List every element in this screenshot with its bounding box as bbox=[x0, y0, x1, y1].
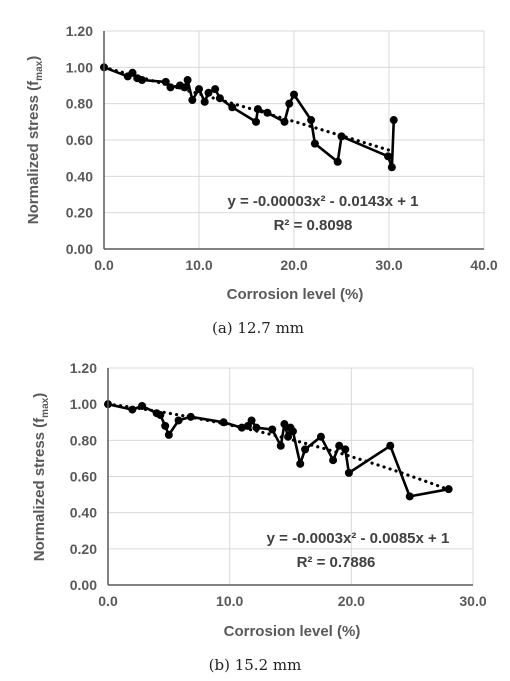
data-point-b bbox=[219, 418, 228, 427]
data-point-b bbox=[344, 468, 353, 477]
y-tick-label-a: 0.40 bbox=[66, 168, 93, 184]
y-tick-label-b: 0.40 bbox=[70, 505, 97, 521]
data-point-b bbox=[186, 412, 195, 421]
data-point-b bbox=[284, 432, 293, 441]
data-point-a bbox=[263, 108, 272, 117]
x-tick-labels-a: 0.0 10.0 20.0 30.0 40.0 bbox=[94, 257, 498, 273]
data-point-b bbox=[329, 456, 338, 465]
data-point-b bbox=[138, 401, 147, 410]
x-tick-labels-b: 0.0 10.0 20.0 30.0 bbox=[98, 593, 487, 609]
data-point-b bbox=[268, 425, 277, 434]
data-point-b bbox=[296, 459, 305, 468]
data-point-a bbox=[290, 90, 298, 99]
series-line-a bbox=[103, 66, 396, 169]
data-point-a bbox=[183, 76, 192, 85]
r-squared-a: R² = 0.8098 bbox=[274, 217, 353, 234]
y-tick-label-a: 0.00 bbox=[66, 241, 93, 257]
data-point-a bbox=[389, 116, 398, 125]
chart-a: 0.0 10.0 20.0 30.0 40.0 0.00 0.20 0.40 0.60 0.80… bbox=[25, 23, 498, 337]
data-point-b bbox=[405, 492, 414, 501]
data-point-a bbox=[215, 94, 224, 103]
data-point-a bbox=[307, 116, 316, 125]
data-point-b bbox=[288, 427, 297, 436]
y-tick-labels-a: 0.00 0.20 0.40 0.60 0.80 1.00 1.20 bbox=[66, 23, 93, 257]
data-point-a bbox=[188, 96, 197, 105]
y-tick-label-a: 1.00 bbox=[66, 59, 93, 75]
grid-layer-a bbox=[104, 30, 485, 249]
data-point-b bbox=[174, 416, 183, 425]
trendline-layer-b bbox=[106, 402, 451, 492]
x-tick-label-a: 40.0 bbox=[470, 257, 497, 273]
data-point-a bbox=[166, 83, 175, 92]
grid-layer-b bbox=[108, 367, 474, 585]
data-point-b bbox=[161, 421, 170, 430]
y-tick-label-b: 1.20 bbox=[70, 360, 97, 376]
data-point-b bbox=[341, 445, 350, 454]
y-tick-label-b: 0.80 bbox=[70, 432, 97, 448]
y-tick-label-a: 0.80 bbox=[66, 96, 93, 112]
data-point-a bbox=[285, 99, 294, 108]
x-tick-label-b: 0.0 bbox=[98, 593, 118, 609]
data-point-a bbox=[253, 105, 262, 114]
data-point-b bbox=[316, 432, 325, 441]
data-point-a bbox=[333, 157, 342, 166]
data-point-a bbox=[180, 83, 189, 92]
y-tick-label-b: 0.20 bbox=[70, 541, 97, 557]
data-point-a bbox=[387, 163, 396, 172]
data-point-b bbox=[444, 485, 453, 494]
data-point-b bbox=[276, 441, 285, 450]
data-point-a bbox=[200, 97, 209, 106]
data-point-b bbox=[156, 411, 165, 420]
data-point-a bbox=[228, 103, 237, 112]
r-squared-b: R² = 0.7886 bbox=[297, 554, 376, 571]
data-point-a bbox=[211, 85, 220, 94]
data-point-a bbox=[161, 77, 170, 86]
data-point-b bbox=[280, 420, 289, 429]
series-layer-a bbox=[100, 63, 398, 172]
trend-equation-b: y = -0.0003x² - 0.0085x + 1 bbox=[267, 530, 450, 547]
x-tick-label-a: 10.0 bbox=[185, 257, 212, 273]
data-point-a bbox=[252, 117, 260, 126]
data-point-b bbox=[386, 441, 395, 450]
data-point-b bbox=[164, 430, 173, 439]
x-tick-label-b: 30.0 bbox=[459, 593, 486, 609]
y-tick-label-a: 0.60 bbox=[66, 132, 93, 148]
y-tick-label-b: 0.00 bbox=[70, 577, 97, 593]
y-axis-label-b: Normalized stress (fmax) bbox=[31, 393, 51, 561]
x-tick-label-a: 30.0 bbox=[375, 257, 402, 273]
y-axis-label-a: Normalized stress (fmax) bbox=[25, 56, 45, 224]
trendline-b bbox=[106, 402, 451, 492]
x-tick-label-b: 20.0 bbox=[338, 593, 365, 609]
data-point-b bbox=[247, 416, 256, 425]
data-point-a bbox=[195, 85, 203, 94]
data-point-a bbox=[337, 132, 346, 141]
caption-a: (a) 12.7 mm bbox=[212, 319, 304, 337]
data-point-a bbox=[204, 88, 213, 97]
y-tick-label-a: 0.20 bbox=[66, 205, 93, 221]
trend-equation-a: y = -0.00003x² - 0.0143x + 1 bbox=[228, 193, 419, 210]
data-point-a bbox=[280, 117, 289, 126]
data-point-a bbox=[138, 76, 146, 85]
data-point-b bbox=[335, 441, 344, 450]
caption-b: (b) 15.2 mm bbox=[209, 656, 302, 674]
data-point-a bbox=[384, 152, 393, 161]
x-axis-label-b: Corrosion level (%) bbox=[224, 623, 361, 640]
x-tick-label-b: 10.0 bbox=[216, 593, 243, 609]
x-tick-label-a: 20.0 bbox=[280, 257, 307, 273]
series-layer-b bbox=[104, 400, 453, 501]
data-point-b bbox=[128, 405, 137, 414]
data-point-a bbox=[128, 68, 137, 77]
x-axis-label-a: Corrosion level (%) bbox=[227, 286, 364, 303]
y-tick-label-b: 0.60 bbox=[70, 469, 97, 485]
data-point-b bbox=[301, 445, 310, 454]
data-point-a bbox=[310, 139, 319, 148]
data-point-b bbox=[237, 423, 246, 432]
data-point-b bbox=[252, 423, 261, 432]
x-tick-label-a: 0.0 bbox=[94, 257, 114, 273]
y-tick-label-b: 1.00 bbox=[70, 396, 97, 412]
y-tick-label-a: 1.20 bbox=[66, 23, 93, 39]
y-tick-labels-b: 0.00 0.20 0.40 0.60 0.80 1.00 1.20 bbox=[70, 360, 97, 593]
chart-b: 0.0 10.0 20.0 30.0 0.00 0.20 0.40 0.60 0.80 1.00… bbox=[31, 360, 487, 674]
